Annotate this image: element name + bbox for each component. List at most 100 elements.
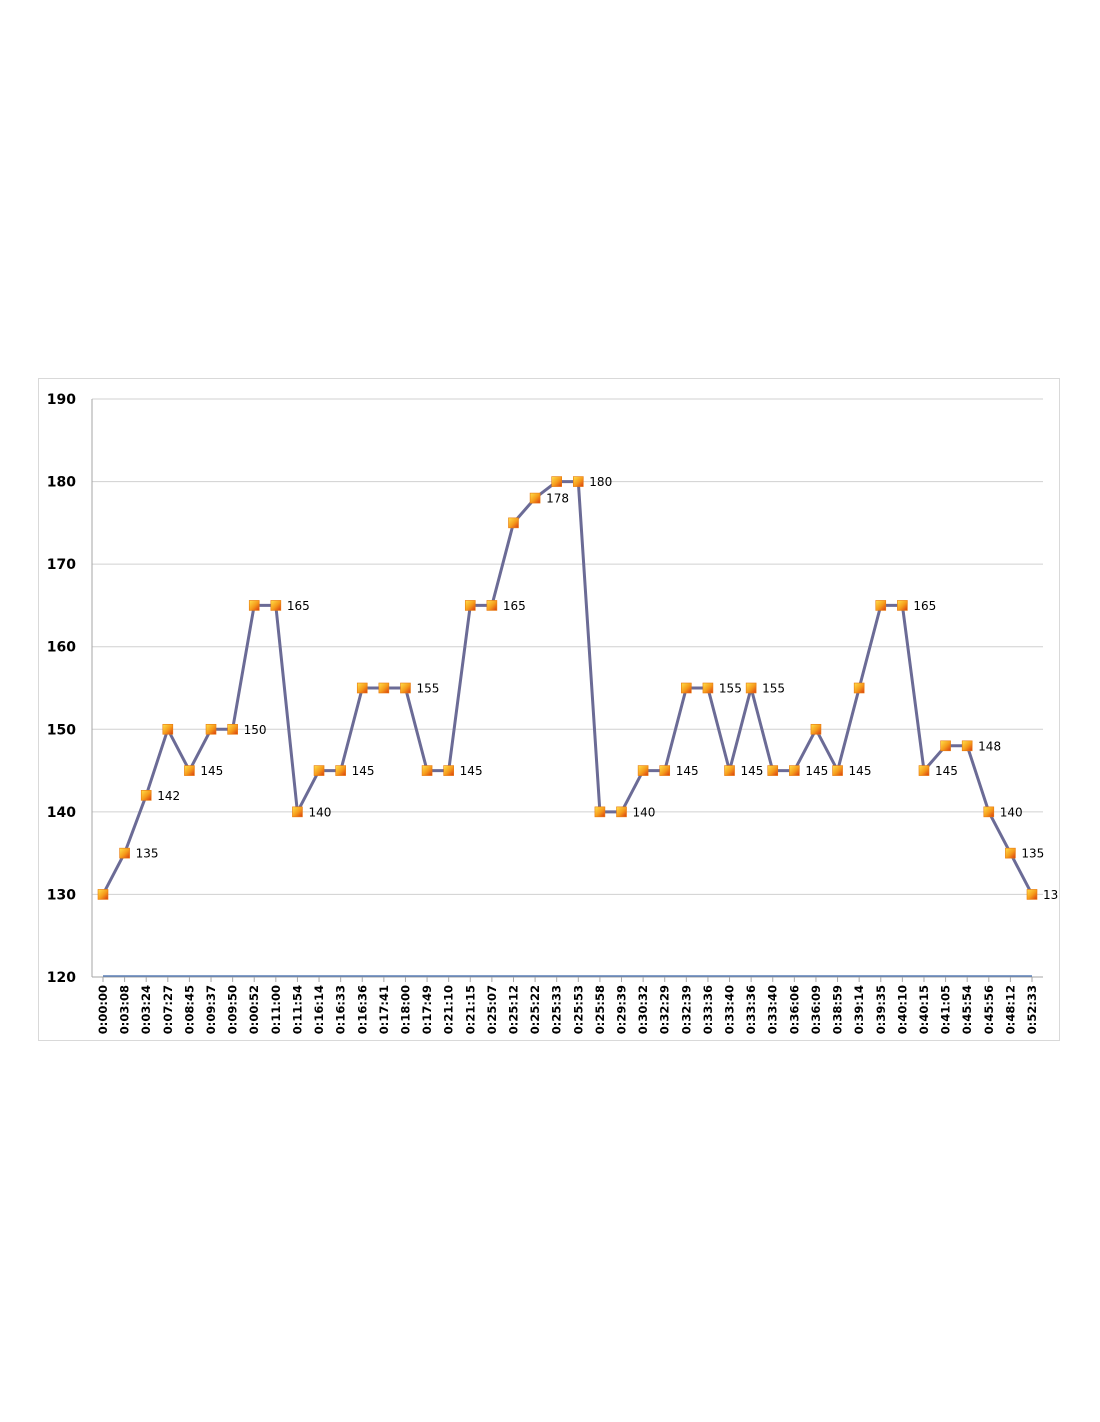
x-tick-label: 0:21:10 [442,985,456,1034]
data-point-marker [140,790,152,801]
data-point-marker [681,682,692,694]
x-tick-label: 0:48:12 [1003,985,1017,1034]
data-label: 140 [1000,805,1023,819]
data-point-marker [378,682,390,694]
data-label: 145 [805,764,828,778]
x-tick-label: 0:33:36 [744,985,758,1034]
data-point-marker [551,476,562,487]
data-label: 145 [200,764,223,778]
x-tick-label: 0:00:52 [247,985,261,1034]
data-label: 155 [416,682,439,696]
y-tick-label: 140 [47,805,76,821]
data-point-marker [292,806,303,818]
x-tick-label: 0:25:58 [593,985,607,1034]
y-tick-label: 180 [47,475,76,491]
x-tick-label: 0:25:33 [550,985,564,1034]
x-tick-label: 0:40:10 [895,985,909,1034]
x-tick-label: 0:07:27 [161,985,175,1034]
data-point-marker [508,517,519,529]
data-label: 145 [741,764,764,778]
data-point-marker [659,765,671,776]
data-point-marker [443,765,454,776]
x-tick-label: 0:38:59 [831,985,845,1034]
data-point-marker [853,682,865,694]
y-tick-label: 170 [47,557,76,573]
data-labels: 135 142 145 150 165 140 145 155 145 165 178 180 140 1… [136,475,1059,902]
x-tick-label: 0:45:56 [982,985,996,1034]
data-point-marker [637,765,649,776]
x-axis-tick-labels: 0:00:00 0:03:08 0:03:24 0:07:27 0:08:45 0:09:… [96,985,1039,1034]
data-label: 178 [546,492,569,506]
data-point-marker [1026,889,1038,900]
x-tick-label: 0:36:09 [809,985,823,1034]
x-tick-label: 0:11:00 [269,985,283,1034]
data-label: 145 [460,764,483,778]
data-label: 145 [935,764,958,778]
data-point-marker [464,600,476,611]
x-tick-label: 0:29:39 [615,985,629,1034]
data-point-marker [335,765,346,776]
data-label: 150 [244,723,267,737]
data-point-marker [940,740,951,752]
data-label: 155 [762,682,785,696]
x-tick-label: 0:33:36 [701,985,715,1034]
data-point-marker [270,600,282,611]
x-tick-label: 0:25:22 [528,985,542,1034]
data-point-marker [313,765,325,776]
data-point-marker [810,723,822,735]
data-point-marker [918,765,930,776]
gridlines [92,398,1043,895]
data-point-marker [832,765,843,776]
data-label: 180 [589,475,612,489]
data-point-marker [594,806,606,818]
x-tick-label: 0:21:15 [463,985,477,1034]
data-point-marker [745,682,757,694]
data-label: 135 [1021,847,1044,861]
y-tick-label: 130 [47,887,76,903]
x-tick-label: 0:33:40 [723,985,737,1034]
chart-frame: 120 130 140 150 160 170 180 190 0:00:00 0:03:08 0… [38,378,1060,1041]
x-tick-label: 0:16:14 [312,985,326,1034]
data-label: 145 [849,764,872,778]
data-point-marker [486,600,498,611]
x-tick-label: 0:17:49 [420,985,434,1034]
x-tick-label: 0:08:45 [182,985,196,1034]
y-tick-label: 190 [47,392,76,408]
data-label: 165 [287,599,310,613]
data-point-markers [97,476,1038,900]
data-label: 140 [308,805,331,819]
x-tick-label: 0:25:53 [571,985,585,1034]
data-point-marker [400,682,411,694]
x-tick-label: 0:41:05 [939,985,953,1034]
data-point-marker [119,847,130,859]
x-tick-label: 0:17:41 [377,985,391,1034]
axes [91,399,1043,982]
x-tick-label: 0:33:40 [766,985,780,1034]
data-label: 130 [1043,888,1059,902]
x-tick-label: 0:39:35 [874,985,888,1034]
y-axis-tick-labels: 120 130 140 150 160 170 180 190 [47,392,76,986]
data-label: 142 [157,789,180,803]
data-point-marker [573,476,584,487]
data-point-marker [227,723,238,735]
data-point-marker [162,723,174,735]
data-label: 165 [913,599,936,613]
x-tick-label: 0:45:54 [960,985,974,1034]
data-point-marker [702,682,714,694]
data-point-marker [529,492,541,504]
data-point-marker [789,765,800,776]
x-tick-label: 0:36:06 [787,985,801,1034]
y-tick-label: 120 [47,970,76,986]
data-label: 145 [352,764,375,778]
data-point-marker [97,889,109,900]
x-tick-label: 0:09:37 [204,985,218,1034]
x-tick-label: 0:00:00 [96,985,110,1034]
x-tick-label: 0:40:15 [917,985,931,1034]
data-point-marker [205,723,217,735]
x-tick-label: 0:16:33 [334,985,348,1034]
x-tick-label: 0:25:12 [506,985,520,1034]
x-tick-label: 0:32:29 [658,985,672,1034]
x-tick-label: 0:39:14 [852,985,866,1034]
data-point-marker [897,600,908,611]
data-point-marker [767,765,779,776]
